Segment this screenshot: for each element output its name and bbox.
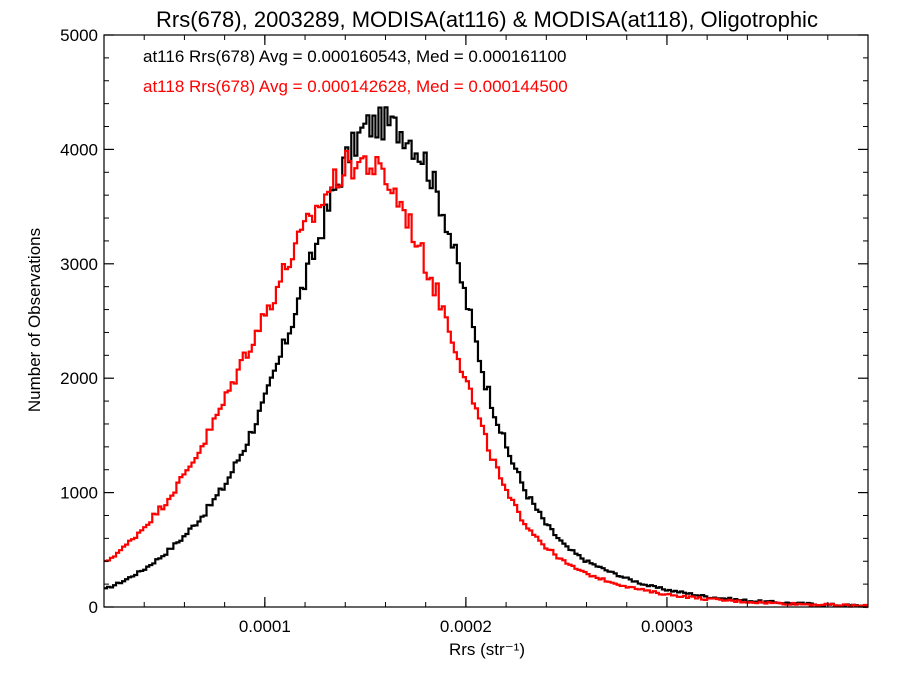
axes-layer: 0.0001 0.0002 0.0003 0 1000 2000 3000 4000 5000 <box>60 26 868 636</box>
x-tick-label: 0.0001 <box>239 617 291 636</box>
y-tick-label: 1000 <box>60 484 98 503</box>
y-tick-label: 3000 <box>60 255 98 274</box>
x-axis-label: Rrs (str⁻¹) <box>449 640 525 659</box>
y-tick-label: 5000 <box>60 26 98 45</box>
x-tick-label: 0.0003 <box>641 617 693 636</box>
x-tick-label: 0.0002 <box>440 617 492 636</box>
series-label-at116: at116 Rrs(678) Avg = 0.000160543, Med = … <box>143 47 566 66</box>
histogram-line-at116 <box>104 106 869 608</box>
y-tick-label: 0 <box>89 598 98 617</box>
histogram-line-at118 <box>104 149 869 609</box>
plot-frame <box>103 34 869 608</box>
chart-title: Rrs(678), 2003289, MODISA(at116) & MODIS… <box>156 7 818 32</box>
y-tick-label: 4000 <box>60 140 98 159</box>
y-axis-label: Number of Observations <box>25 228 44 412</box>
y-tick-label: 2000 <box>60 369 98 388</box>
series-layer <box>104 106 869 609</box>
series-label-at118: at118 Rrs(678) Avg = 0.000142628, Med = … <box>143 77 568 96</box>
